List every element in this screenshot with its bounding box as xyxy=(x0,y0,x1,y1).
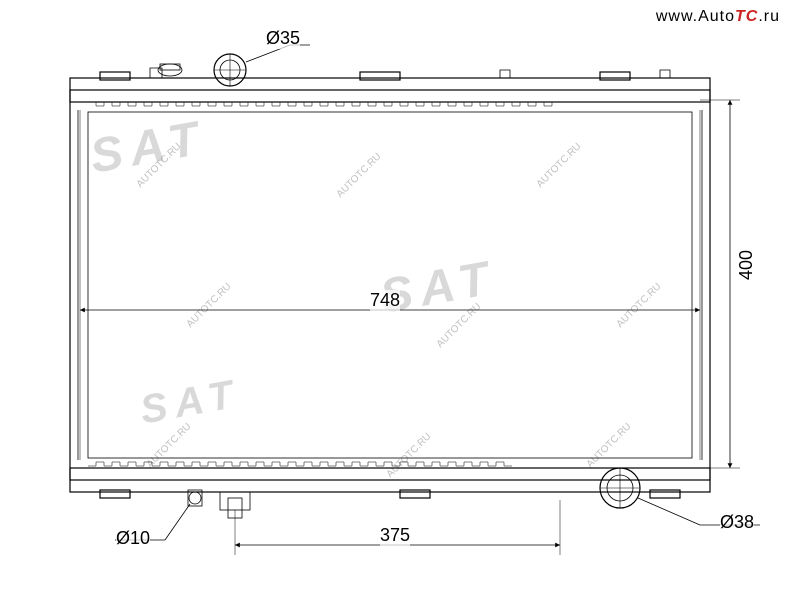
dim-dia38: Ø38 xyxy=(720,512,754,533)
dim-dia10: Ø10 xyxy=(116,528,150,549)
dim-dia35: Ø35 xyxy=(266,28,300,49)
diagram-canvas: www.AutoTC.ru SAT SAT SAT AUTOTC.RU AUTO… xyxy=(0,0,800,600)
dim-748: 748 xyxy=(370,290,400,311)
dim-375: 375 xyxy=(380,525,410,546)
dim-400: 400 xyxy=(736,250,757,280)
